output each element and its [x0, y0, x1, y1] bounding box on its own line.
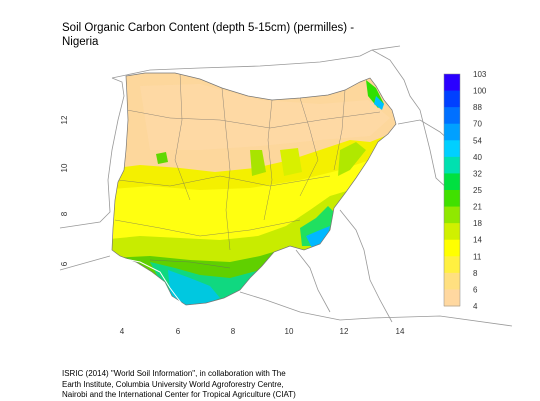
- title-line-2: Nigeria: [62, 36, 99, 48]
- legend-swatch: [444, 156, 460, 174]
- y-tick-label: 8: [60, 211, 69, 216]
- x-tick-label: 12: [340, 327, 349, 336]
- legend-label: 40: [473, 153, 482, 162]
- legend-label: 32: [473, 169, 482, 178]
- legend-swatch: [444, 289, 460, 307]
- credit-line-3: Nairobi and the International Center for…: [62, 390, 296, 399]
- legend-swatch: [444, 223, 460, 241]
- x-tick-label: 14: [396, 327, 405, 336]
- legend-swatch: [444, 173, 460, 191]
- legend-swatch: [444, 74, 460, 92]
- legend-label: 6: [473, 285, 478, 294]
- legend-swatch: [444, 90, 460, 108]
- credit-text: ISRIC (2014) "World Soil Information", i…: [62, 369, 362, 401]
- y-tick-label: 12: [60, 115, 69, 124]
- legend-label: 25: [473, 186, 482, 195]
- y-tick-label: 6: [60, 261, 69, 266]
- legend-label: 100: [473, 87, 487, 96]
- map-title: Soil Organic Carbon Content (depth 5-15c…: [62, 21, 362, 49]
- legend-label: 8: [473, 269, 478, 278]
- legend-label: 21: [473, 203, 482, 212]
- coastline: [109, 255, 183, 305]
- legend-label: 4: [473, 302, 478, 311]
- legend-swatch: [444, 123, 460, 141]
- x-tick-label: 10: [285, 327, 294, 336]
- y-axis: 6 8 10 12: [60, 115, 69, 266]
- y-tick-label: 10: [60, 163, 69, 172]
- legend-label: 88: [473, 103, 482, 112]
- legend-label: 103: [473, 70, 487, 79]
- legend-label: 18: [473, 219, 482, 228]
- legend: 103 100 88 70 54 40 32 25 21 18 14 11 8 6 4: [443, 70, 487, 311]
- legend-swatch: [444, 256, 460, 274]
- x-axis: 4 6 8 10 12 14: [120, 327, 405, 336]
- credit-line-1: ISRIC (2014) "World Soil Information", i…: [62, 369, 286, 378]
- legend-swatch: [444, 107, 460, 125]
- title-line-1: Soil Organic Carbon Content (depth 5-15c…: [62, 22, 355, 34]
- legend-swatch: [444, 190, 460, 208]
- x-tick-label: 8: [231, 327, 236, 336]
- legend-frame: [443, 73, 461, 307]
- legend-swatch: [444, 206, 460, 224]
- legend-swatch: [444, 239, 460, 257]
- state-borders: [114, 73, 381, 269]
- x-tick-label: 6: [176, 327, 181, 336]
- x-tick-label: 4: [120, 327, 125, 336]
- legend-swatch: [444, 140, 460, 158]
- legend-swatch: [444, 272, 460, 290]
- neighbor-borders: [59, 45, 513, 327]
- legend-label: 14: [473, 236, 482, 245]
- nigeria-border: [111, 72, 397, 306]
- legend-label: 70: [473, 120, 482, 129]
- nigeria-soil-raster: [112, 73, 396, 305]
- legend-label: 11: [473, 252, 482, 261]
- legend-label: 54: [473, 136, 482, 145]
- credit-line-2: Earth Institute, Columbia University Wor…: [62, 379, 284, 389]
